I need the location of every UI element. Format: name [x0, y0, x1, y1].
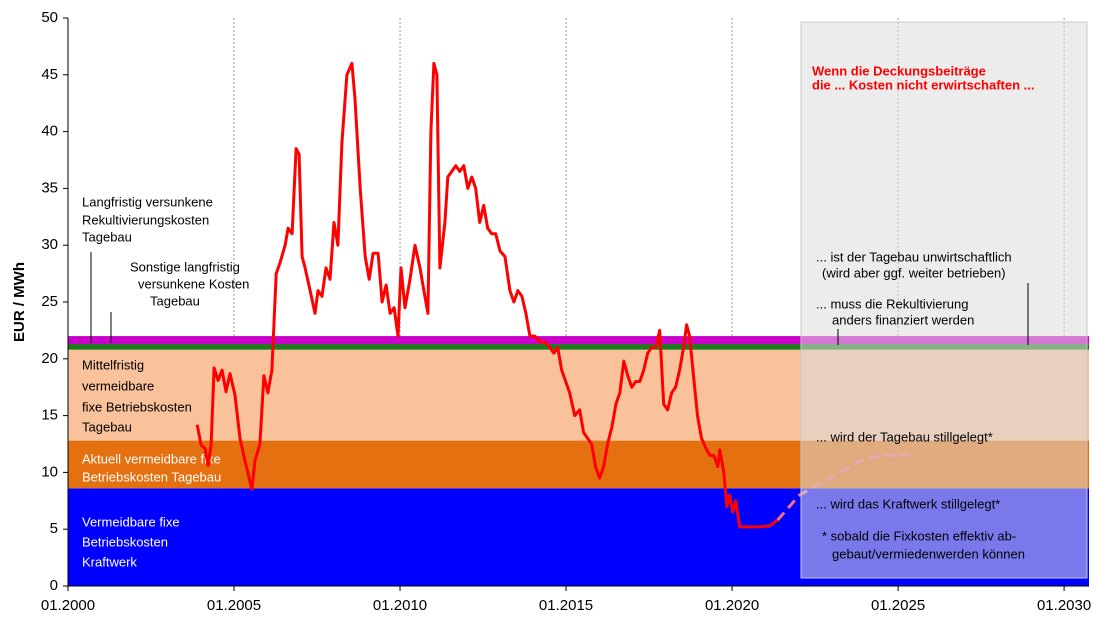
y-axis-title: EUR / MWh	[11, 262, 28, 342]
band-label: Kraftwerk	[82, 554, 137, 569]
annotation: ... ist der Tagebau unwirtschaftlich	[816, 249, 1012, 264]
annotation: gebaut/vermiedenwerden können	[832, 546, 1025, 561]
band-label: Sonstige langfristig	[130, 259, 240, 274]
y-tick-label: 15	[41, 407, 58, 424]
y-tick-label: 25	[41, 293, 58, 310]
band-label: Langfristig versunkene	[82, 194, 213, 209]
annotation: ... wird das Kraftwerk stillgelegt*	[816, 496, 1000, 511]
y-tick-label: 20	[41, 350, 58, 367]
y-tick-label: 45	[41, 66, 58, 83]
cost-band	[68, 336, 1089, 345]
band-label: Tagebau	[82, 419, 132, 434]
price-line	[195, 61, 779, 529]
x-tick-label: 01.2005	[207, 597, 261, 614]
annotation: ... muss die Rekultivierung	[816, 296, 968, 311]
cost-band	[68, 344, 1089, 350]
y-tick-label: 0	[50, 577, 58, 594]
band-label: versunkene Kosten	[138, 276, 249, 291]
annotation: anders finanziert werden	[832, 312, 974, 327]
y-tick-label: 50	[41, 9, 58, 26]
y-tick-label: 5	[50, 520, 58, 537]
annotation: (wird aber ggf. weiter betrieben)	[822, 265, 1006, 280]
x-tick-label: 01.2025	[871, 597, 925, 614]
annotation: ... wird der Tagebau stillgelegt*	[816, 429, 993, 444]
band-label: Mittelfristig	[82, 357, 144, 372]
band-label: Tagebau	[150, 293, 200, 308]
scenario-box	[800, 21, 1088, 579]
x-tick-label: 01.2000	[41, 597, 95, 614]
x-tick-label: 01.2015	[539, 597, 593, 614]
y-tick-label: 10	[41, 463, 58, 480]
annotation: die ... Kosten nicht erwirtschaften ...	[812, 77, 1035, 92]
band-label: Tagebau	[82, 229, 132, 244]
annotation: Wenn die Deckungsbeiträge	[812, 63, 986, 78]
y-tick-label: 35	[41, 179, 58, 196]
band-label: Betriebskosten Tagebau	[82, 469, 221, 484]
band-label: Vermeidbare fixe	[82, 514, 180, 529]
annotation: * sobald die Fixkosten effektiv ab-	[822, 528, 1016, 543]
band-label: vermeidbare	[82, 378, 154, 393]
y-tick-label: 40	[41, 123, 58, 140]
band-label: Rekultivierungskosten	[82, 212, 209, 227]
x-tick-label: 01.2030	[1037, 597, 1091, 614]
band-label: fixe Betriebskosten	[82, 399, 192, 414]
band-label: Aktuell vermeidbare fixe	[82, 451, 221, 466]
x-tick-label: 01.2020	[705, 597, 759, 614]
band-label: Betriebskosten	[82, 534, 168, 549]
y-tick-label: 30	[41, 236, 58, 253]
x-tick-label: 01.2010	[373, 597, 427, 614]
